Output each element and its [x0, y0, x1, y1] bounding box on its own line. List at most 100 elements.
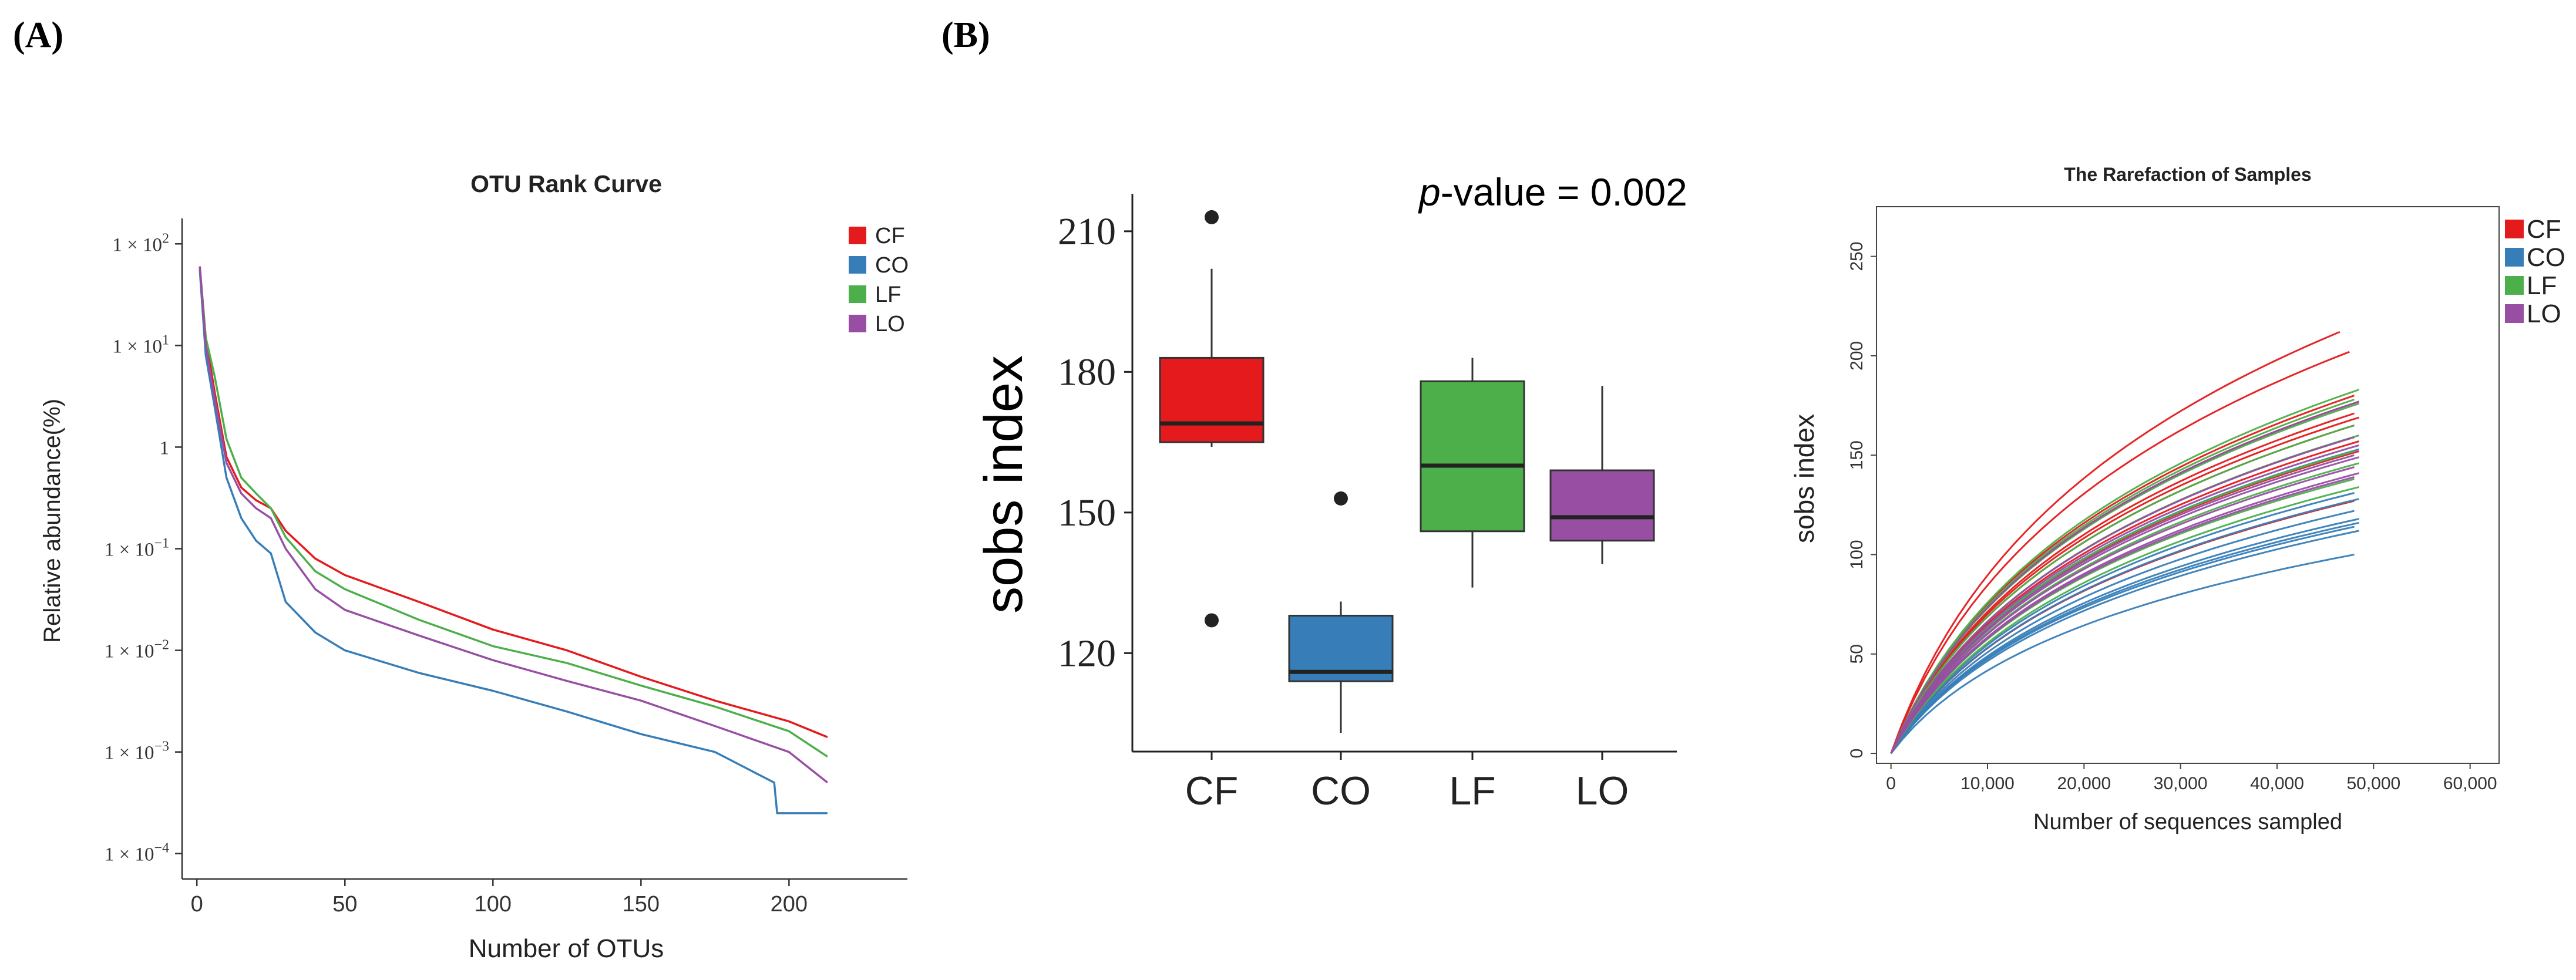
boxplot-x-tick-label: LO [1576, 769, 1629, 813]
legend-label-co: CO [875, 253, 909, 278]
boxplot-x-tick-label: LF [1449, 769, 1495, 813]
p-value-text: -value = 0.002 [1441, 170, 1687, 214]
boxplot-y-tick-label: 150 [1058, 491, 1116, 534]
sobs-boxplot-chart: p-value = 0.002 sobs index 120 150 180 210 C… [974, 170, 1687, 813]
boxplot-ylabel: sobs index [974, 355, 1034, 614]
rarefaction-curve-lf [1890, 424, 2355, 754]
rarefaction-y-tick-label: 200 [1847, 341, 1867, 371]
rarefaction-curve-lo [1890, 400, 2360, 754]
box-lf [1420, 358, 1525, 588]
rarefaction-curve-lo [1890, 454, 2355, 754]
rarefaction-y-tick-label: 150 [1847, 440, 1867, 470]
rarefaction-ylabel: sobs index [1789, 414, 1820, 543]
rarefaction-curve-lf [1890, 486, 2360, 754]
rarefaction-x-tick-label: 50,000 [2346, 774, 2400, 793]
rarefaction-curve-cf [1890, 395, 2355, 754]
otu-rank-x-tick-label: 150 [623, 892, 660, 917]
p-value-annotation: p-value = 0.002 [1418, 170, 1687, 214]
rarefaction-y-tick-label: 100 [1847, 540, 1867, 569]
rarefaction-xlabel: Number of sequences sampled [2033, 810, 2342, 834]
rarefaction-axes: 0 10,000 20,000 30,000 40,000 50,000 60,000 0 50… [1847, 206, 2500, 793]
y-tick-base: 1 × 10 [105, 540, 154, 561]
legend-label-cf: CF [875, 224, 905, 248]
rarefaction-legend-label-co: CO [2527, 243, 2565, 272]
legend-swatch-lo [849, 315, 866, 332]
panel-label-a: (A) [13, 15, 63, 55]
y-tick-base: 1 × 10 [105, 641, 154, 662]
rarefaction-curve-co [1890, 526, 2355, 754]
box-iqr [1549, 469, 1655, 542]
rarefaction-lines [1890, 331, 2360, 755]
boxplot-axes: 120 150 180 210 CF CO LF LO [1058, 194, 1677, 813]
otu-rank-x-tick-label: 100 [475, 892, 512, 917]
otu-rank-y-tick-label: 1 × 102 [112, 231, 169, 255]
otu-rank-line-lo [199, 266, 828, 784]
y-tick-exponent: −1 [154, 536, 169, 551]
boxplot-x-tick-label: CF [1185, 769, 1239, 813]
box-iqr [1159, 356, 1265, 443]
rarefaction-curve-co [1890, 554, 2355, 755]
rarefaction-curve-lf [1890, 398, 2355, 754]
legend-label-lo: LO [875, 312, 905, 336]
box-outlier [1334, 491, 1348, 506]
otu-rank-line-lf [199, 268, 828, 758]
y-tick-base: 1 × 10 [112, 234, 162, 255]
otu-rank-y-tick-label: 1 × 10−2 [105, 638, 169, 662]
rarefaction-x-tick-label: 30,000 [2154, 774, 2208, 793]
rarefaction-curve-co [1890, 530, 2360, 754]
rarefaction-curve-lf [1890, 389, 2360, 754]
otu-rank-line-co [199, 270, 828, 814]
rarefaction-curve-cf [1890, 400, 2360, 754]
rarefaction-legend-label-lo: LO [2527, 299, 2561, 328]
otu-rank-y-tick-label: 1 × 10−1 [105, 536, 169, 561]
rarefaction-curve-cf [1890, 351, 2350, 754]
legend-swatch-cf [849, 227, 866, 244]
box-iqr [1420, 380, 1525, 533]
rarefaction-legend-label-lf: LF [2527, 271, 2557, 300]
rarefaction-curve-cf [1890, 440, 2360, 754]
otu-rank-chart: OTU Rank Curve Number of OTUs Relative a… [39, 170, 909, 963]
box-cf [1159, 210, 1265, 628]
rarefaction-curve-co [1890, 510, 2355, 754]
boxplot-boxes [1159, 210, 1655, 733]
y-tick-base: 1 × 10 [105, 844, 154, 866]
boxplot-y-tick-label: 120 [1058, 632, 1116, 675]
rarefaction-plot-frame [1876, 206, 2500, 764]
rarefaction-curve-co [1890, 492, 2355, 754]
rarefaction-curve-cf [1890, 412, 2355, 754]
rarefaction-y-tick-label: 250 [1847, 242, 1867, 271]
rarefaction-title: The Rarefaction of Samples [2064, 164, 2311, 185]
otu-rank-x-tick-label: 0 [191, 892, 203, 917]
otu-rank-x-tick-label: 50 [332, 892, 357, 917]
otu-rank-y-tick-label: 1 × 10−3 [105, 739, 169, 764]
rarefaction-y-tick-label: 0 [1847, 749, 1867, 759]
boxplot-x-tick-label: CO [1311, 769, 1371, 813]
rarefaction-x-tick-label: 60,000 [2443, 774, 2497, 793]
rarefaction-x-tick-label: 0 [1886, 774, 1896, 793]
otu-rank-x-tick-label: 200 [771, 892, 808, 917]
rarefaction-legend-swatch-lf [2505, 276, 2524, 295]
rarefaction-legend-label-cf: CF [2527, 215, 2561, 244]
rarefaction-curve-lo [1890, 444, 2360, 754]
y-tick-base: 1 × 10 [112, 336, 162, 357]
otu-rank-y-tick-label: 1 × 10−4 [105, 841, 169, 866]
rarefaction-curve-co [1890, 498, 2360, 754]
box-outlier [1205, 210, 1219, 224]
legend-label-lf: LF [875, 282, 901, 307]
y-tick-exponent: −2 [154, 638, 169, 653]
otu-rank-y-tick-label: 1 [160, 437, 170, 459]
y-tick-exponent: −3 [154, 739, 169, 755]
rarefaction-curve-lf [1890, 402, 2360, 754]
box-outlier [1205, 613, 1219, 628]
otu-rank-ylabel: Relative abundance(%) [39, 399, 65, 643]
rarefaction-curve-co [1890, 518, 2360, 754]
rarefaction-curve-cf [1890, 416, 2360, 754]
otu-rank-line-cf [199, 266, 828, 739]
boxplot-y-tick-label: 180 [1058, 351, 1116, 393]
rarefaction-curve-lo [1890, 436, 2355, 754]
legend-swatch-co [849, 256, 866, 274]
p-value-prefix: p [1418, 170, 1441, 214]
otu-rank-lines [199, 266, 828, 814]
